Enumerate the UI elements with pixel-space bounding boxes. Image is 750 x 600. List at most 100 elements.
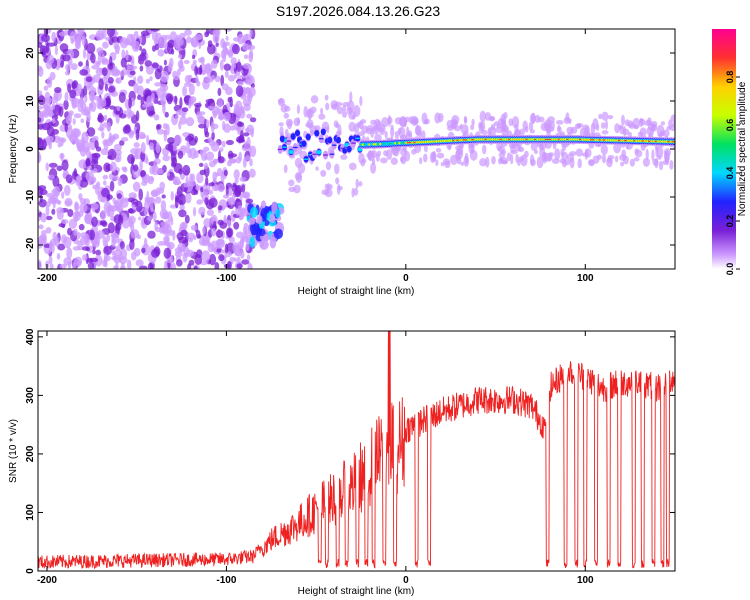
heatmap-cell [126, 63, 131, 75]
heatmap-cell [217, 97, 224, 108]
heatmap-cell [217, 205, 223, 211]
heatmap-cell [327, 139, 333, 141]
heatmap-cell [140, 151, 146, 162]
heatmap-cell [234, 178, 239, 184]
heatmap-cell [198, 162, 204, 167]
heatmap-cell [92, 176, 97, 183]
snr-ylabel: SNR (10 * v/v) [8, 419, 19, 483]
heatmap-cell [248, 217, 256, 225]
heatmap-cell [403, 118, 407, 128]
heatmap-cell [471, 118, 475, 126]
heatmap-cell [245, 74, 250, 82]
heatmap-cell [503, 112, 508, 119]
heatmap-cell [210, 141, 220, 152]
heatmap-cell [45, 227, 52, 234]
heatmap-cell [163, 130, 167, 142]
heatmap-cell [320, 131, 326, 133]
heatmap-cell [79, 198, 87, 204]
heatmap-cell [183, 60, 190, 64]
heatmap-cell [96, 181, 101, 190]
heatmap-cell [296, 104, 300, 115]
heatmap-cell [73, 228, 78, 237]
heatmap-cell [107, 222, 115, 234]
heatmap-cell [337, 124, 342, 136]
heatmap-cell [498, 117, 506, 126]
heatmap-cell [160, 200, 167, 212]
heatmap-cell [269, 236, 277, 249]
heatmap-cell [103, 114, 108, 122]
snr-xtick-label: 100 [577, 575, 594, 586]
heatmap-cell [84, 94, 88, 103]
heatmap-cell [547, 116, 555, 124]
heatmap-cell [71, 97, 77, 109]
heatmap-cell [170, 191, 175, 201]
heatmap-cell [64, 197, 73, 207]
heatmap-cell [201, 183, 211, 194]
heatmap-cell [359, 95, 363, 107]
heatmap-cell [582, 124, 590, 130]
snr-xlabel: Height of straight line (km) [298, 586, 415, 597]
heatmap-cell [61, 234, 67, 244]
heatmap-cell [79, 69, 89, 76]
heatmap-cell [177, 150, 184, 159]
heatmap-cell [279, 126, 284, 137]
heatmap-cell [621, 114, 625, 126]
heatmap-cell [640, 118, 646, 126]
heatmap-cell [157, 49, 165, 57]
heatmap-cell [207, 241, 212, 247]
heatmap-cell [442, 158, 451, 166]
heatmap-cell [153, 114, 160, 121]
heatmap-cell [200, 186, 204, 193]
heatmap-cell [147, 175, 154, 185]
heatmap-cell [179, 97, 183, 109]
heatmap-cell [283, 164, 288, 174]
heatmap-cell [140, 134, 147, 139]
heatmap-cell [479, 110, 486, 123]
heatmap-cell [54, 87, 62, 94]
heatmap-cell [175, 36, 184, 47]
heatmap-cell [115, 149, 122, 156]
heatmap-cell [221, 83, 229, 91]
heatmap-cell [217, 115, 225, 120]
heatmap-cell [233, 221, 240, 230]
heatmap-cell [147, 262, 154, 269]
heatmap-cell [524, 126, 529, 133]
heatmap-cell [120, 57, 127, 68]
heatmap-cell [117, 177, 123, 187]
heatmap-cell [340, 154, 348, 160]
heatmap-cell [223, 63, 231, 71]
snr-panel: -200 -100 0 100 0 100 200 300 400 Height of stra… [8, 328, 676, 597]
heatmap-cell [216, 248, 222, 253]
heatmap-cell [103, 180, 107, 186]
heatmap-cell [256, 215, 263, 225]
heatmap-cell [229, 256, 235, 262]
heatmap-cell [89, 257, 99, 263]
heatmap-cell [116, 193, 122, 200]
heatmap-cell [329, 153, 335, 155]
heatmap-cell [600, 122, 606, 129]
heatmap-cell [112, 197, 116, 204]
heatmap-cell [113, 143, 122, 152]
heatmap-cell [334, 163, 340, 175]
heatmap-cell [459, 123, 463, 129]
heatmap-cell [200, 149, 207, 162]
heatmap-cell [85, 246, 90, 252]
heatmap-cell [588, 159, 595, 167]
heatmap-cell [57, 243, 66, 251]
heatmap-cell [213, 220, 217, 231]
heatmap-cell [305, 136, 311, 138]
heatmap-cell [150, 29, 160, 32]
heatmap-cell [497, 145, 505, 153]
heatmap-cell [45, 205, 50, 217]
heatmap-cell [273, 228, 283, 240]
heatmap-cell [144, 90, 152, 96]
heatmap-cell [128, 110, 135, 117]
heatmap-cell [545, 122, 552, 134]
heatmap-cell [102, 41, 109, 49]
heatmap-cell [45, 162, 49, 172]
heatmap-cell [75, 136, 79, 145]
heatmap-cell [101, 67, 108, 77]
heatmap-cell [174, 114, 179, 120]
heatmap-cell [184, 75, 192, 84]
heatmap-cell [211, 123, 219, 130]
